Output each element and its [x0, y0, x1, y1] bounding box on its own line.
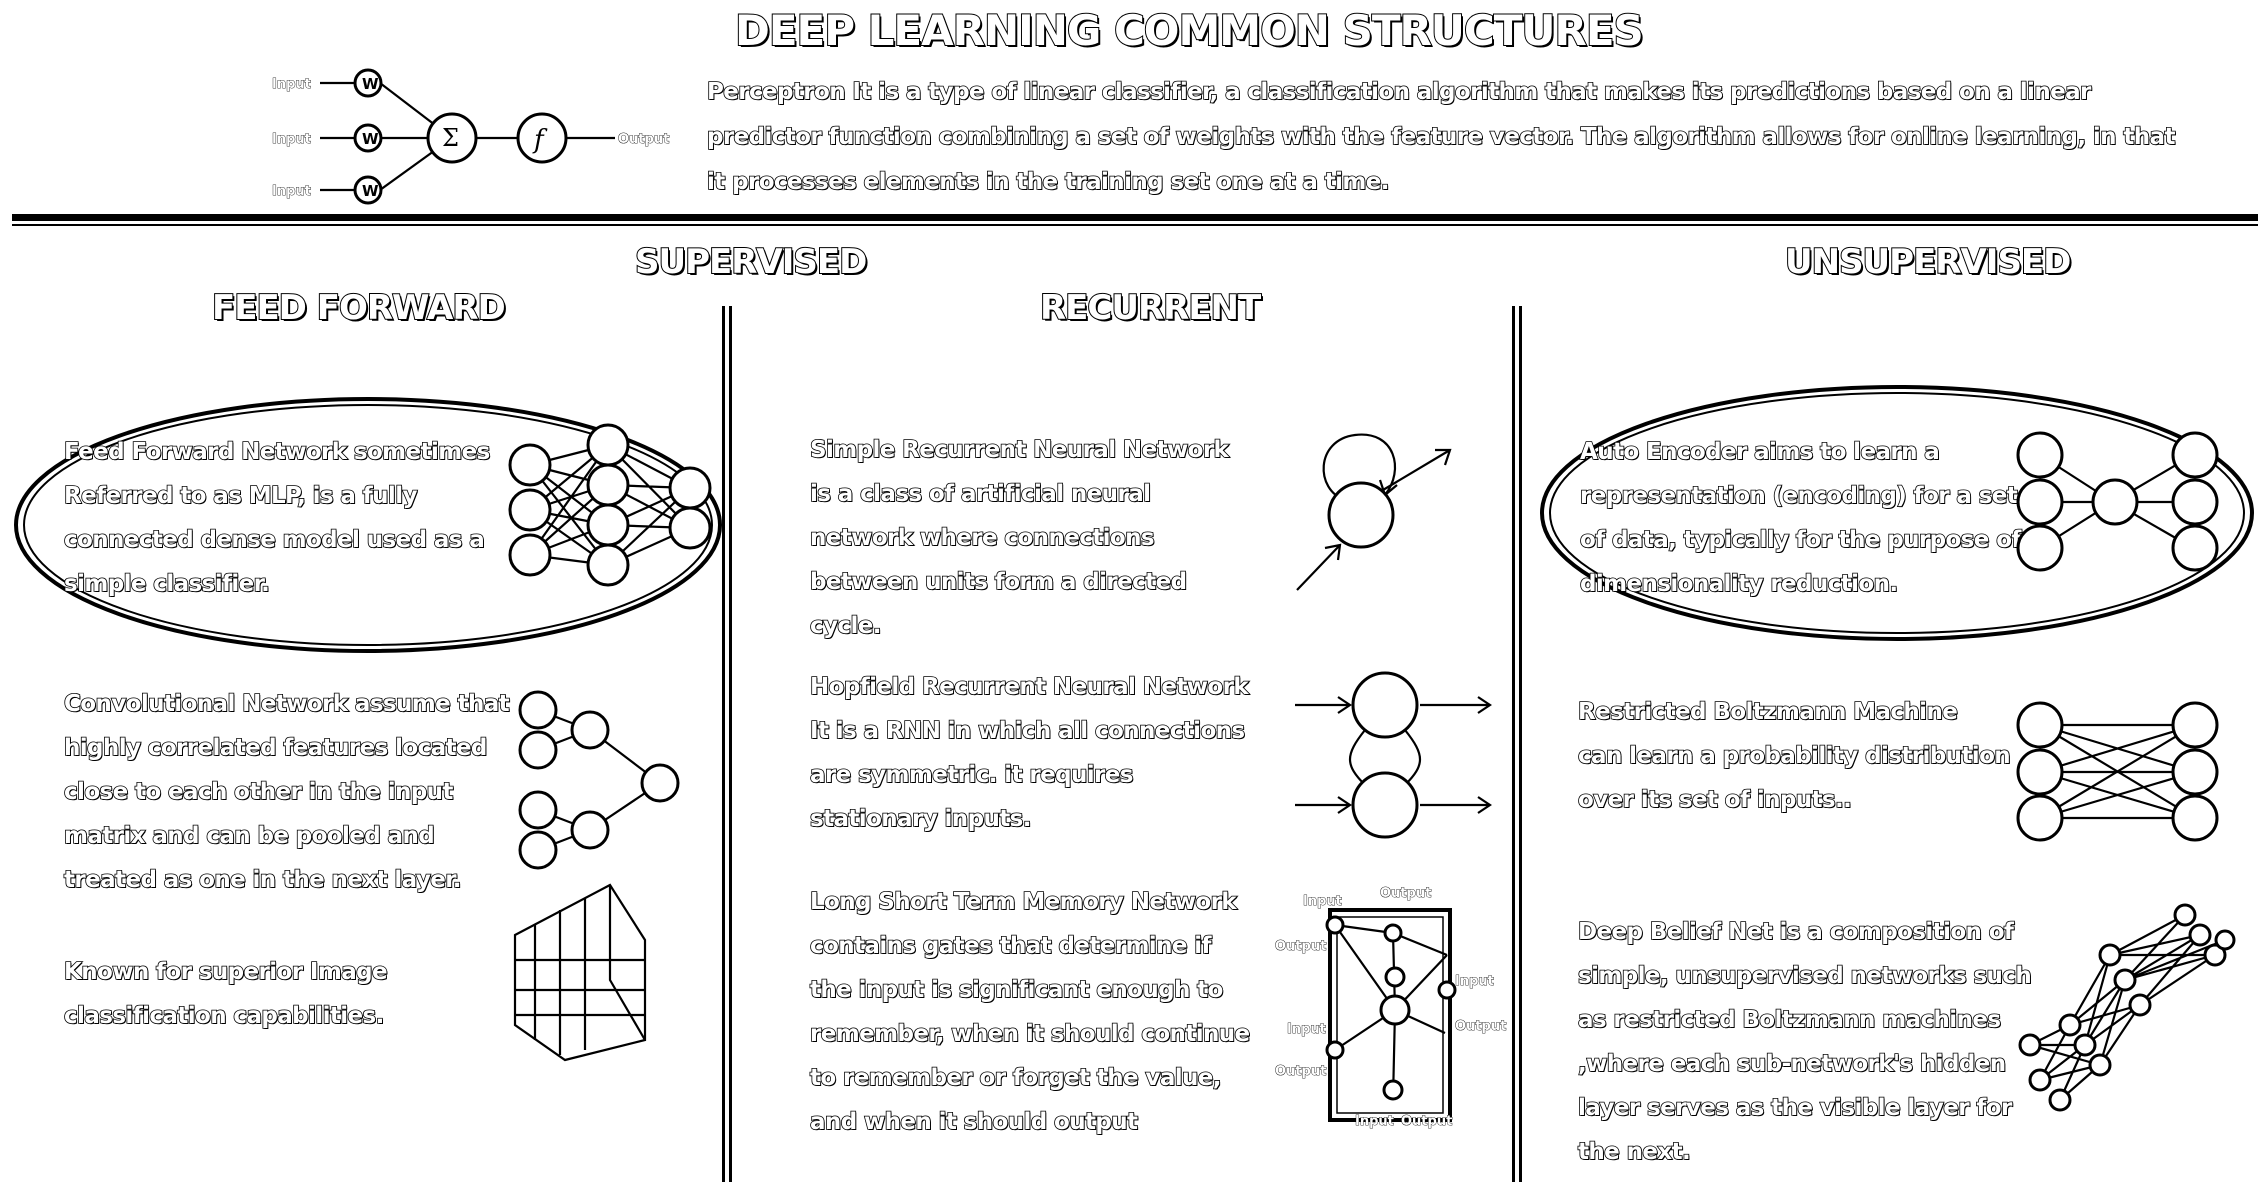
srnn-diagram	[1296, 433, 1452, 591]
lstm-cell-diagram: Input Output Output Input Output Input O…	[1275, 886, 1507, 1130]
svg-text:W: W	[362, 182, 379, 200]
svg-text:Σ: Σ	[442, 124, 459, 152]
lstm-description: Long Short Term Memory Network contains …	[809, 888, 1251, 1136]
mlp-highlight-ellipse	[14, 397, 722, 653]
autoencoder-highlight-ellipse	[1540, 385, 2254, 641]
cnn-pooling-diagram	[518, 690, 680, 870]
svg-text:Output: Output	[1401, 1114, 1452, 1129]
svg-text:Output: Output	[1275, 1064, 1326, 1079]
dbn-diagram	[2018, 903, 2236, 1112]
input-label: Input	[272, 132, 311, 147]
perceptron-description: Perceptron It is a type of linear classi…	[706, 78, 2176, 196]
weight-node-3	[353, 175, 383, 205]
sum-node	[426, 112, 478, 164]
cnn-feature-map-icon	[513, 883, 647, 1062]
autoencoder-description: Auto Encoder aims to learn a representat…	[1579, 438, 2022, 598]
feed-forward-header: FEED FORWARD	[211, 287, 507, 329]
unsupervised-header: UNSUPERVISED	[1784, 241, 2072, 283]
hopfield-diagram	[1295, 671, 1492, 839]
hopfield-description: Hopfield Recurrent Neural Network It is …	[809, 673, 1249, 833]
column-divider-left	[722, 306, 732, 1182]
recurrent-header: RECURRENT	[1039, 287, 1262, 329]
svg-text:W: W	[362, 130, 379, 148]
mlp-description: Feed Forward Network sometimes Referred …	[63, 438, 491, 598]
output-label: Output	[618, 132, 669, 147]
cnn-extra-description: Known for superior Image classification …	[63, 958, 388, 1030]
column-divider-right	[1512, 306, 1522, 1182]
svg-text:Input: Input	[1355, 1114, 1394, 1129]
dbn-description: Deep Belief Net is a composition of simp…	[1577, 918, 2032, 1166]
page-title: DEEP LEARNING COMMON STRUCTURES	[734, 5, 1645, 56]
svg-text:Output: Output	[1275, 939, 1326, 954]
horizontal-divider	[12, 214, 2258, 221]
supervised-header: SUPERVISED	[634, 241, 868, 283]
svg-text:Input: Input	[1455, 974, 1494, 989]
svg-text:Input: Input	[1287, 1022, 1326, 1037]
cnn-description: Convolutional Network assume that highly…	[63, 690, 510, 894]
mlp-network-diagram	[508, 423, 712, 587]
svg-text:Input: Input	[1303, 894, 1342, 909]
input-label: Input	[272, 77, 311, 92]
activation-node	[516, 112, 568, 164]
rbm-diagram	[2016, 701, 2219, 842]
svg-text:Output: Output	[1380, 886, 1431, 901]
svg-text:Output: Output	[1455, 1019, 1506, 1034]
rbm-description: Restricted Boltzmann Machine can learn a…	[1577, 698, 2011, 814]
perceptron-diagram: Input Input Input W W W Σ f Output	[272, 68, 670, 205]
autoencoder-diagram	[2016, 431, 2219, 572]
weight-node-1	[353, 68, 383, 98]
weight-node-2	[353, 123, 383, 153]
svg-text:W: W	[362, 75, 379, 93]
srnn-description: Simple Recurrent Neural Network is a cla…	[809, 436, 1229, 640]
input-label: Input	[272, 184, 311, 199]
